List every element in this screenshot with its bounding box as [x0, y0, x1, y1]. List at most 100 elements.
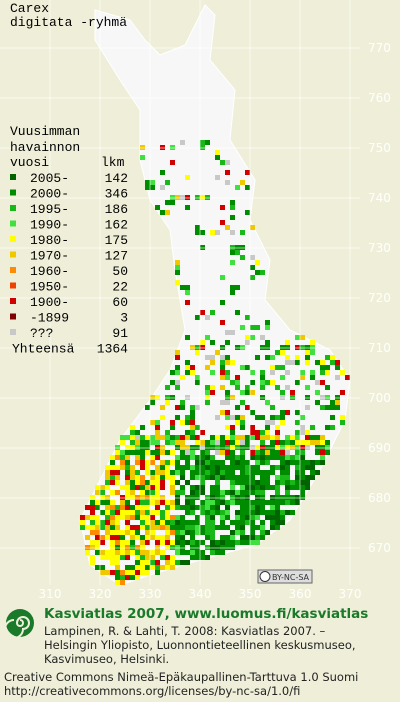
occurrence-square [290, 435, 295, 440]
occurrence-square [130, 510, 135, 515]
occurrence-square [160, 170, 165, 175]
occurrence-square [275, 450, 280, 455]
occurrence-square [220, 465, 225, 470]
occurrence-square [265, 475, 270, 480]
occurrence-square [85, 535, 90, 540]
occurrence-square [110, 475, 115, 480]
occurrence-square [200, 310, 205, 315]
occurrence-square [140, 560, 145, 565]
occurrence-square [115, 560, 120, 565]
occurrence-square [260, 270, 265, 275]
occurrence-square [185, 525, 190, 530]
occurrence-square [240, 450, 245, 455]
occurrence-square [185, 520, 190, 525]
occurrence-square [200, 450, 205, 455]
occurrence-square [185, 450, 190, 455]
occurrence-square [220, 160, 225, 165]
occurrence-square [250, 470, 255, 475]
occurrence-square [335, 375, 340, 380]
occurrence-square [255, 430, 260, 435]
occurrence-square [235, 540, 240, 545]
occurrence-square [275, 515, 280, 520]
occurrence-square [130, 490, 135, 495]
occurrence-square [235, 285, 240, 290]
occurrence-square [260, 380, 265, 385]
occurrence-square [210, 530, 215, 535]
occurrence-square [215, 435, 220, 440]
occurrence-square [140, 570, 145, 575]
occurrence-square [230, 425, 235, 430]
occurrence-square [215, 500, 220, 505]
occurrence-square [280, 480, 285, 485]
occurrence-square [90, 555, 95, 560]
occurrence-square [260, 435, 265, 440]
occurrence-square [160, 520, 165, 525]
occurrence-square [250, 430, 255, 435]
occurrence-square [220, 320, 225, 325]
occurrence-square [275, 520, 280, 525]
occurrence-square [160, 550, 165, 555]
occurrence-square [180, 455, 185, 460]
occurrence-square [175, 270, 180, 275]
occurrence-square [115, 525, 120, 530]
occurrence-square [310, 340, 315, 345]
occurrence-square [230, 440, 235, 445]
occurrence-square [170, 475, 175, 480]
occurrence-square [295, 430, 300, 435]
occurrence-square [280, 375, 285, 380]
occurrence-square [225, 470, 230, 475]
occurrence-square [280, 450, 285, 455]
occurrence-square [155, 435, 160, 440]
occurrence-square [105, 525, 110, 530]
occurrence-square [220, 410, 225, 415]
occurrence-square [295, 465, 300, 470]
occurrence-square [240, 500, 245, 505]
occurrence-square [235, 510, 240, 515]
occurrence-square [100, 535, 105, 540]
occurrence-square [240, 520, 245, 525]
occurrence-square [320, 460, 325, 465]
occurrence-square [230, 260, 235, 265]
occurrence-square [305, 435, 310, 440]
occurrence-square [180, 490, 185, 495]
occurrence-square [270, 420, 275, 425]
occurrence-square [275, 465, 280, 470]
occurrence-square [280, 420, 285, 425]
occurrence-square [165, 470, 170, 475]
y-tick-label: 710 [368, 341, 391, 355]
occurrence-square [95, 565, 100, 570]
occurrence-square [170, 505, 175, 510]
occurrence-square [285, 360, 290, 365]
occurrence-square [210, 500, 215, 505]
occurrence-square [220, 365, 225, 370]
occurrence-square [85, 525, 90, 530]
occurrence-square [235, 435, 240, 440]
occurrence-square [140, 465, 145, 470]
occurrence-square [200, 455, 205, 460]
occurrence-square [165, 465, 170, 470]
occurrence-square [135, 535, 140, 540]
occurrence-square [180, 525, 185, 530]
occurrence-square [90, 505, 95, 510]
occurrence-square [85, 550, 90, 555]
occurrence-square [130, 425, 135, 430]
occurrence-square [255, 415, 260, 420]
legend-count: 22 [112, 280, 128, 295]
occurrence-square [145, 465, 150, 470]
occurrence-square [260, 460, 265, 465]
legend-count: 175 [105, 233, 128, 248]
occurrence-square [125, 485, 130, 490]
occurrence-square [225, 540, 230, 545]
occurrence-square [260, 520, 265, 525]
occurrence-square [190, 490, 195, 495]
occurrence-square [130, 465, 135, 470]
occurrence-square [175, 460, 180, 465]
legend-label: 2000- [30, 187, 69, 202]
occurrence-square [170, 490, 175, 495]
occurrence-square [255, 435, 260, 440]
occurrence-square [225, 390, 230, 395]
occurrence-square [180, 475, 185, 480]
legend-swatch [10, 205, 16, 211]
occurrence-square [235, 515, 240, 520]
occurrence-square [295, 380, 300, 385]
